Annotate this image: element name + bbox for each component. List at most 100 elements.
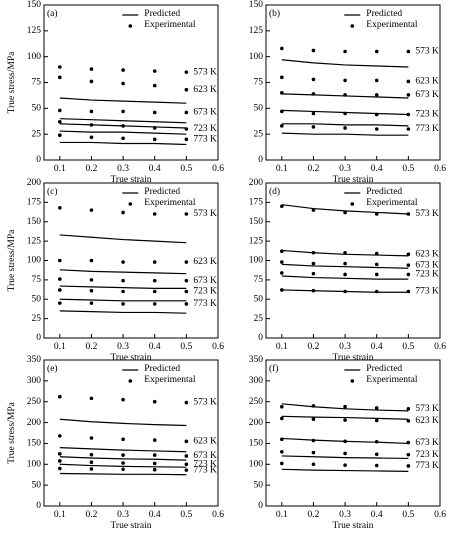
y-tick-label: 0	[36, 501, 41, 511]
experimental-point	[374, 463, 379, 468]
x-tick-label: 0.2	[308, 164, 320, 174]
experimental-point	[406, 263, 411, 267]
y-axis-title: True stress/MPa	[7, 229, 17, 291]
experimental-point	[58, 288, 62, 292]
experimental-point	[280, 249, 284, 253]
predicted-line	[281, 123, 409, 127]
experimental-point	[374, 406, 379, 410]
temperature-label: 573 K	[415, 47, 439, 57]
legend-label: Predicted	[366, 187, 402, 197]
y-tick-label: 75	[254, 275, 264, 285]
experimental-point	[184, 127, 189, 131]
y-tick-label: 0	[258, 501, 263, 511]
experimental-point	[280, 109, 284, 114]
experimental-point	[280, 91, 284, 95]
experimental-point	[58, 466, 62, 471]
experimental-point	[374, 251, 379, 256]
predicted-line	[281, 132, 409, 136]
experimental-point	[311, 417, 316, 422]
predicted-line	[59, 285, 187, 289]
experimental-point	[406, 93, 411, 97]
experimental-point	[280, 46, 284, 51]
legend-label: Predicted	[366, 364, 402, 374]
y-tick-label: 200	[27, 178, 42, 188]
x-tick-label: 0.3	[117, 510, 129, 520]
experimental-point	[184, 468, 189, 472]
y-tick-label: 150	[27, 0, 42, 10]
experimental-point	[311, 450, 316, 455]
experimental-point	[152, 289, 157, 294]
experimental-point	[89, 109, 94, 114]
temperature-label: 723 K	[415, 450, 439, 460]
y-tick-label: 200	[249, 418, 264, 428]
x-axis-title: True strain	[332, 353, 373, 363]
experimental-point	[280, 271, 284, 275]
legend-dot	[128, 202, 133, 206]
experimental-point	[89, 436, 94, 440]
experimental-point	[121, 289, 125, 294]
x-axis-title: True strain	[332, 175, 373, 185]
experimental-point	[184, 70, 189, 74]
y-tick-label: 50	[254, 294, 264, 304]
y-tick-label: 200	[249, 178, 264, 188]
experimental-point	[343, 418, 347, 422]
experimental-point	[311, 125, 316, 129]
x-axis-title: True strain	[332, 521, 373, 530]
experimental-point	[311, 208, 316, 212]
experimental-point	[58, 75, 62, 80]
experimental-point	[343, 272, 347, 277]
experimental-point	[89, 135, 94, 140]
temperature-label: 673 K	[415, 438, 439, 448]
experimental-point	[406, 272, 411, 277]
experimental-point	[152, 110, 157, 115]
experimental-point	[89, 301, 94, 305]
experimental-point	[374, 289, 379, 294]
experimental-point	[58, 301, 62, 305]
experimental-point	[58, 434, 62, 438]
predicted-line	[281, 455, 409, 460]
experimental-point	[406, 212, 411, 216]
temperature-label: 773 K	[415, 461, 439, 471]
experimental-point	[406, 452, 411, 457]
y-tick-label: 50	[32, 480, 42, 490]
temperature-label: 773 K	[193, 135, 217, 145]
temperature-label: 623 K	[193, 437, 217, 447]
temperature-label: 773 K	[415, 124, 439, 134]
temperature-label: 573 K	[415, 209, 439, 219]
y-tick-label: 350	[249, 355, 264, 365]
experimental-point	[184, 260, 189, 264]
predicted-line	[59, 418, 187, 427]
temperature-label: 723 K	[415, 270, 439, 280]
x-tick-label: 0.6	[212, 342, 224, 352]
temperature-label: 623 K	[415, 249, 439, 259]
predicted-line	[59, 298, 187, 302]
experimental-point	[343, 261, 347, 266]
x-axis-title: True strain	[110, 521, 151, 530]
y-tick-label: 175	[249, 198, 264, 208]
experimental-point	[184, 289, 189, 294]
predicted-line	[281, 415, 409, 420]
temperature-label: 723 K	[193, 287, 217, 297]
y-tick-label: 25	[254, 314, 264, 324]
experimental-point	[121, 136, 125, 141]
y-tick-label: 50	[254, 480, 264, 490]
y-tick-label: 100	[27, 256, 42, 266]
predicted-line	[59, 141, 187, 146]
experimental-point	[406, 440, 411, 445]
temperature-label: 673 K	[193, 108, 217, 118]
experimental-point	[152, 461, 157, 466]
temperature-label: 573 K	[415, 404, 439, 414]
y-tick-label: 100	[249, 256, 264, 266]
x-tick-label: 0.1	[276, 164, 288, 174]
experimental-point	[406, 464, 411, 468]
y-tick-label: 75	[254, 78, 264, 88]
plot-frame	[43, 359, 219, 507]
legend-label: Experimental	[366, 198, 418, 208]
predicted-line	[59, 456, 187, 461]
experimental-point	[374, 93, 379, 97]
predicted-line	[59, 472, 187, 476]
x-tick-label: 0.4	[149, 164, 161, 174]
y-tick-label: 125	[27, 26, 42, 36]
predicted-line	[281, 263, 409, 269]
x-tick-label: 0.4	[149, 510, 161, 520]
